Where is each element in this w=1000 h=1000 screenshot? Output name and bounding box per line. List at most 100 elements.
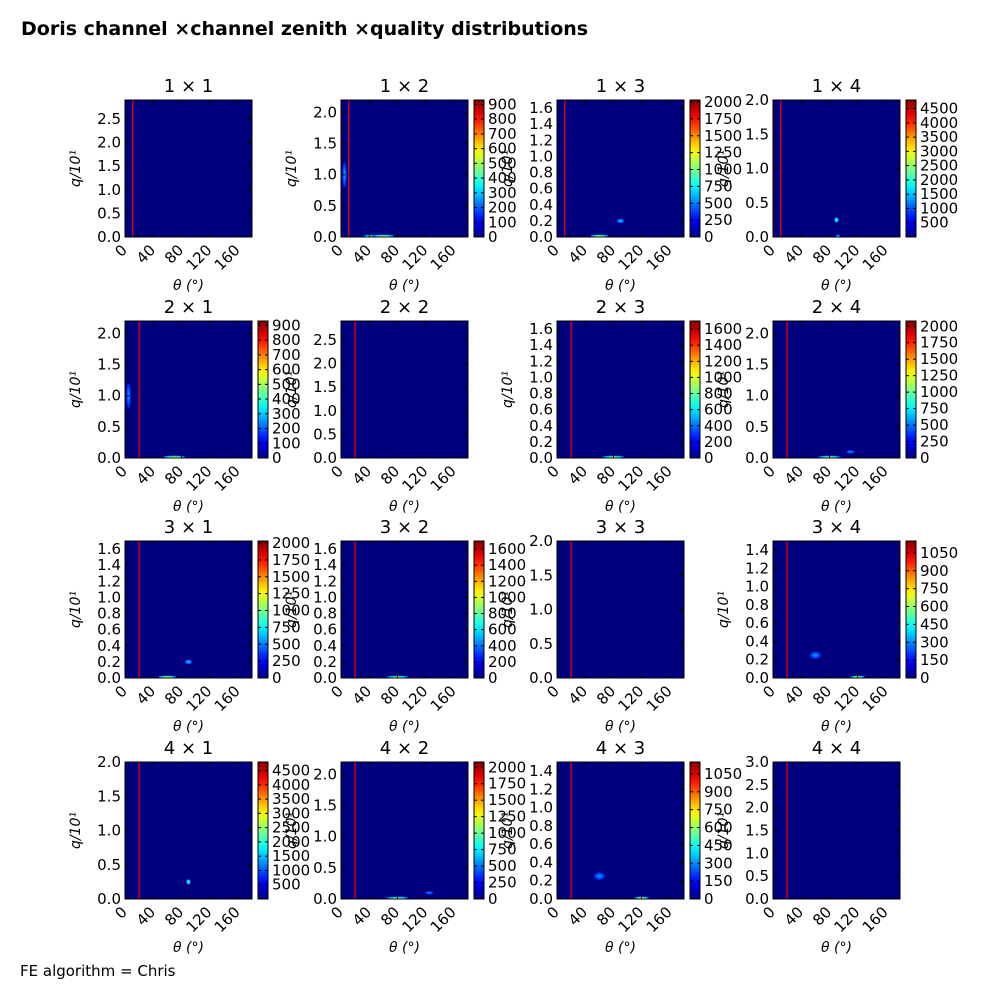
colorbar-tick-label: 0 (920, 669, 930, 687)
colorbar-tick-label: 750 (920, 580, 949, 598)
x-tick-label: 120 (183, 241, 216, 274)
x-tick-label: 0 (327, 462, 346, 481)
colorbar-tick-label: 1000 (272, 861, 310, 879)
colorbar-tick-label: 4000 (920, 114, 958, 132)
colorbar-tick-label: 2000 (272, 833, 310, 851)
colorbar-tick-label: 1500 (272, 847, 310, 865)
x-tick-label: 40 (565, 241, 591, 267)
x-tick-label: 0 (111, 903, 130, 922)
panel-title: 3 × 4 (812, 517, 861, 538)
colorbar-tick-label: 200 (272, 420, 301, 438)
y-tick-label: 0.6 (529, 835, 553, 853)
colorbar-tick-label: 500 (272, 876, 301, 894)
y-tick-label: 3.0 (745, 753, 769, 771)
x-tick-label: 160 (427, 241, 460, 274)
x-tick-label: 0 (759, 682, 778, 701)
y-tick-label: 1.4 (313, 556, 337, 574)
colorbar-tick-label: 800 (704, 385, 733, 403)
colorbar-tick-label: 3500 (920, 128, 958, 146)
panel-2-3: 2 × 30.00.20.40.60.81.01.21.41.60 40 80120… (500, 297, 742, 515)
y-tick-label: 1.0 (529, 368, 553, 386)
y-tick-label: 1.2 (529, 352, 553, 370)
panel-4-3: 4 × 30.00.20.40.60.81.01.21.40 40 80120160… (500, 738, 742, 956)
y-tick-label: 0.5 (97, 204, 121, 222)
y-tick-label: 1.5 (97, 356, 121, 374)
heatmap-hotspot (597, 874, 602, 878)
x-axis-label: θ (°) (173, 719, 204, 735)
figure-footer: FE algorithm = Chris (20, 962, 176, 980)
x-tick-label: 120 (183, 462, 216, 495)
colorbar-tick-label: 500 (920, 214, 949, 232)
x-tick-label: 120 (831, 682, 864, 715)
panel-title: 4 × 1 (164, 738, 213, 759)
panel-title: 4 × 2 (380, 738, 429, 759)
plot-frame (124, 99, 253, 238)
x-tick-label: 40 (781, 903, 807, 929)
heatmap-hotspot (164, 676, 171, 678)
y-tick-label: 1.2 (529, 780, 553, 798)
colorbar-tick-label: 150 (704, 872, 733, 890)
y-tick-label: 1.5 (313, 378, 337, 396)
x-tick-label: 160 (643, 903, 676, 936)
y-tick-label: 0.5 (745, 867, 769, 885)
y-axis-label: q/10¹ (68, 812, 84, 849)
y-tick-label: 1.2 (97, 572, 121, 590)
colorbar-tick-label: 2000 (272, 534, 310, 552)
colorbar-tick-label: 100 (272, 434, 301, 452)
colorbar-tick-label: 1000 (920, 383, 958, 401)
x-tick-label: 40 (133, 682, 159, 708)
heatmap-background (125, 100, 252, 237)
colorbar-tick-label: 2000 (920, 171, 958, 189)
y-tick-label: 1.4 (529, 336, 553, 354)
colorbar-tick-label: 0 (920, 449, 930, 467)
x-tick-label: 120 (183, 682, 216, 715)
y-tick-label: 0.4 (529, 853, 553, 871)
colorbar (257, 320, 269, 459)
y-tick-label: 2.0 (97, 753, 121, 771)
colorbar-tick-label: 3000 (272, 804, 310, 822)
y-tick-label: 1.6 (529, 320, 553, 338)
colorbar-tick-label: 600 (704, 819, 733, 837)
y-tick-label: 1.0 (529, 799, 553, 817)
colorbar-tick-label: 2000 (488, 758, 526, 776)
plot-frame (556, 99, 685, 238)
y-tick-label: 0.0 (97, 890, 121, 908)
x-tick-label: 160 (643, 462, 676, 495)
x-tick-label: 0 (759, 903, 778, 922)
y-tick-label: 1.5 (97, 787, 121, 805)
heatmap-background (341, 321, 468, 458)
y-tick-label: 0.0 (529, 669, 553, 687)
y-tick-label: 2.0 (97, 134, 121, 152)
colorbar-tick-label: 1500 (488, 791, 526, 809)
colorbar-tick-label: 250 (488, 874, 517, 892)
x-tick-label: 0 (543, 462, 562, 481)
colorbar-tick-label: 1500 (704, 127, 742, 145)
y-tick-label: 1.0 (313, 402, 337, 420)
colorbar-tick-label: 750 (704, 801, 733, 819)
colorbar-tick-label: 1500 (920, 350, 958, 368)
y-tick-label: 0.8 (529, 817, 553, 835)
colorbar-tick-label: 3000 (920, 142, 958, 160)
colorbar-tick-label: 250 (704, 211, 733, 229)
y-tick-label: 2.0 (529, 532, 553, 550)
panel-title: 3 × 2 (380, 517, 429, 538)
colorbar (905, 99, 917, 238)
colorbar-tick-label: 1250 (272, 585, 310, 603)
colorbar-tick-label: 400 (272, 390, 301, 408)
x-tick-label: 0 (327, 682, 346, 701)
colorbar-tick-label: 500 (272, 375, 301, 393)
y-axis-label: q/10¹ (284, 812, 300, 849)
y-tick-label: 0.5 (313, 859, 337, 877)
y-tick-label: 0.0 (529, 890, 553, 908)
heatmap-hotspot (187, 880, 190, 883)
x-tick-label: 40 (565, 462, 591, 488)
x-tick-label: 40 (565, 682, 591, 708)
y-axis-label: q/10¹ (716, 371, 732, 408)
x-tick-label: 40 (349, 241, 375, 267)
colorbar-tick-label: 0 (704, 890, 714, 908)
heatmap-hotspot (835, 218, 838, 221)
colorbar-tick-label: 500 (272, 635, 301, 653)
y-tick-label: 1.0 (313, 166, 337, 184)
